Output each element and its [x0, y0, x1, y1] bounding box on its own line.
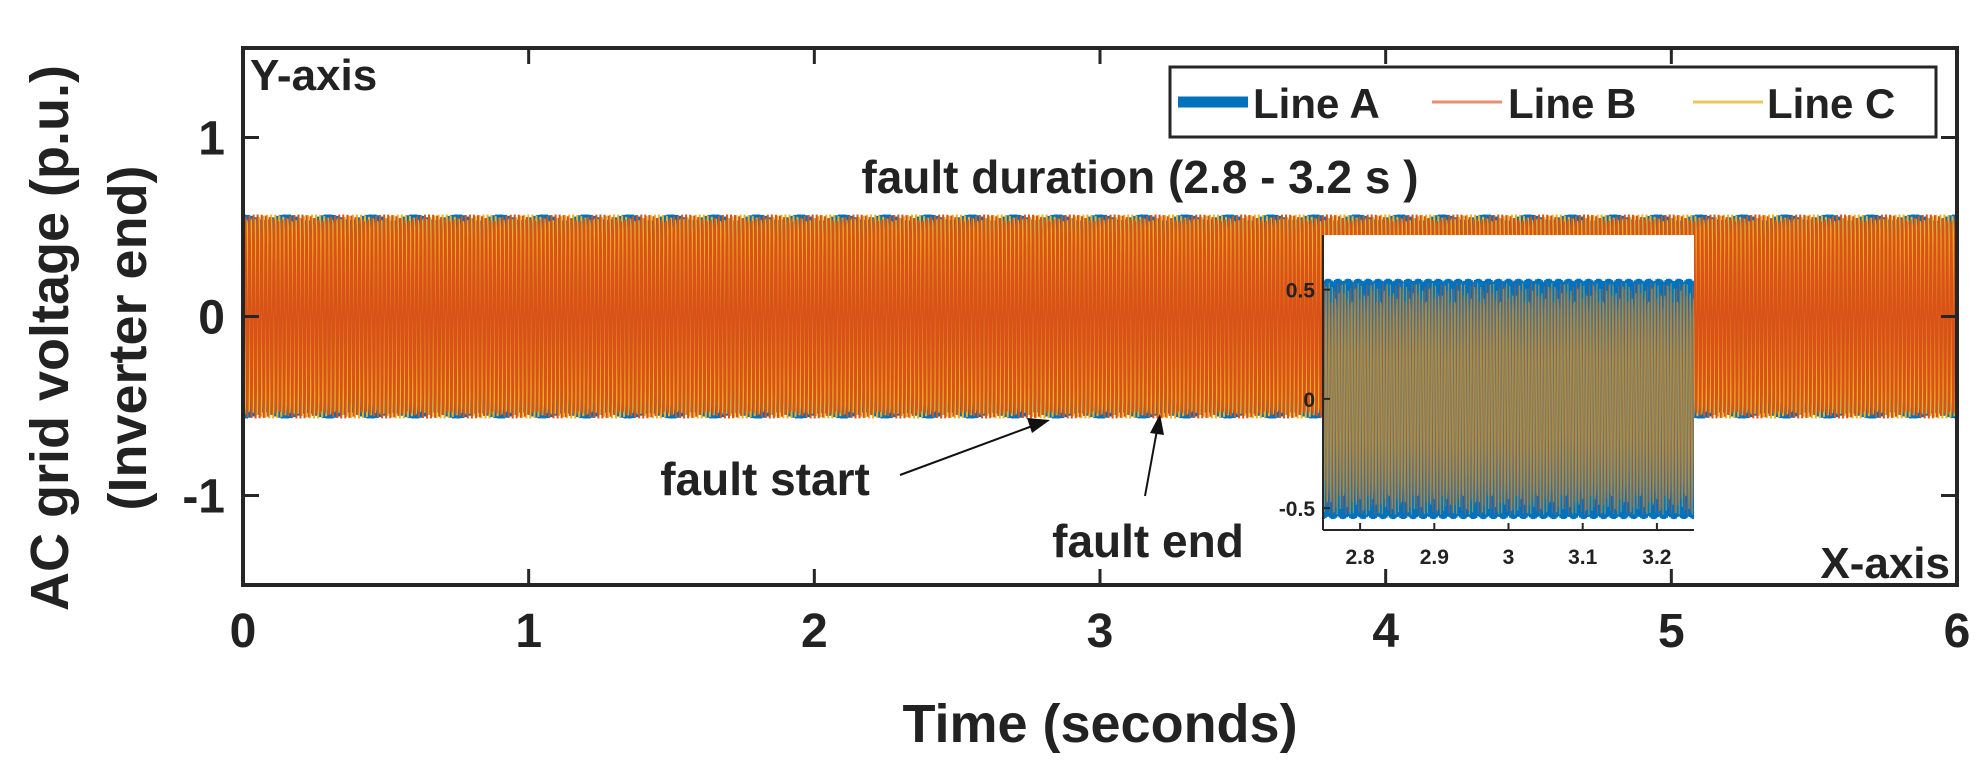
- x-axis-corner-label: X-axis: [1820, 539, 1950, 588]
- x-axis-title: Time (seconds): [902, 694, 1297, 754]
- y-tick-label: 0: [198, 292, 225, 345]
- inset-tick-group: 2.8 2.9 3 3.1 3.2 0.5 0 -0.5: [1279, 280, 1672, 569]
- inset-y-tick-label: 0: [1303, 389, 1315, 412]
- y-tick-group: 1 0 -1: [182, 113, 1957, 524]
- legend-label-line-a: Line A: [1253, 80, 1380, 127]
- fault-end-annotation: fault end: [1052, 515, 1244, 567]
- inset-x-tick-label: 3: [1503, 546, 1515, 569]
- fault-end-arrow: [1144, 414, 1164, 497]
- legend-label-line-b: Line B: [1508, 80, 1636, 127]
- y-axis-corner-label: Y-axis: [250, 51, 377, 100]
- y-axis-title: AC grid voltage (p.u.): [20, 65, 80, 611]
- inset-x-tick-label: 3.1: [1568, 546, 1598, 569]
- y-axis-title-line2: (Inverter end): [98, 165, 158, 510]
- x-tick-label: 0: [230, 605, 257, 658]
- x-tick-label: 6: [1944, 605, 1971, 658]
- x-tick-label: 5: [1658, 605, 1685, 658]
- x-tick-label: 4: [1372, 605, 1399, 658]
- legend-box: [1168, 65, 1938, 139]
- fault-duration-annotation: fault duration (2.8 - 3.2 s ): [861, 151, 1418, 203]
- legend-entry-line-a: Line A: [1178, 80, 1380, 127]
- legend: Line A Line B Line C: [1168, 65, 1938, 139]
- inset-x-tick-label: 3.2: [1642, 546, 1671, 569]
- inset-series-line-a: [1323, 278, 1694, 520]
- x-tick-label: 3: [1087, 605, 1114, 658]
- series-line-line-c: [243, 214, 1957, 419]
- inset-y-tick-label: 0.5: [1286, 280, 1316, 303]
- inset-panel: 2.8 2.9 3 3.1 3.2 0.5 0 -0.5: [1279, 235, 1694, 569]
- legend-entry-line-b: Line B: [1432, 80, 1636, 127]
- y-tick-label: -1: [182, 471, 225, 524]
- inset-x-tick-label: 2.9: [1420, 546, 1449, 569]
- inset-series-line-c: [1323, 283, 1694, 515]
- x-tick-label: 1: [515, 605, 542, 658]
- main-waveform-group: [243, 214, 1957, 419]
- inset-waveform-group: [1323, 278, 1694, 520]
- legend-label-line-c: Line C: [1767, 80, 1895, 127]
- x-tick-label: 2: [801, 605, 828, 658]
- legend-entry-line-c: Line C: [1693, 80, 1895, 127]
- fault-start-annotation: fault start: [660, 453, 870, 505]
- fault-start-arrow: [899, 418, 1050, 476]
- inset-x-tick-label: 2.8: [1345, 546, 1375, 569]
- inset-y-tick-label: -0.5: [1279, 498, 1316, 521]
- x-tick-group: 0 1 2 3 4 5 6: [230, 48, 1971, 658]
- y-tick-label: 1: [198, 113, 225, 166]
